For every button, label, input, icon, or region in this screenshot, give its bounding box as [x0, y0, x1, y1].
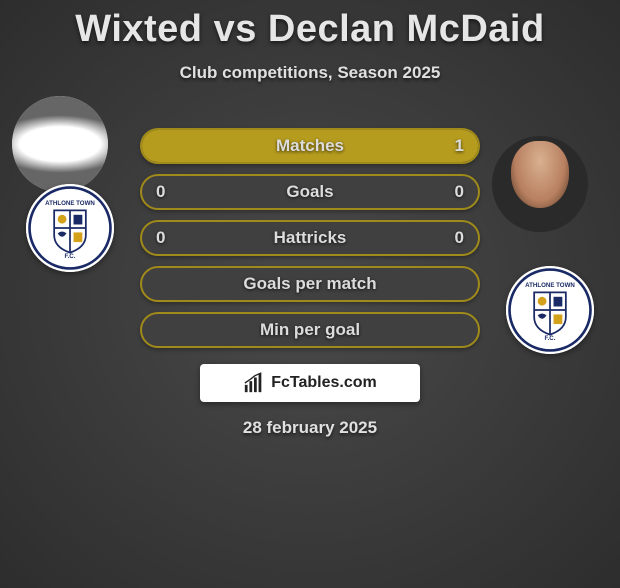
- attribution-text: FcTables.com: [271, 374, 377, 392]
- stat-row: 1Matches: [140, 128, 480, 164]
- chart-icon: [243, 372, 265, 394]
- stat-value-left: 0: [156, 182, 165, 202]
- stat-row: Min per goal: [140, 312, 480, 348]
- page-title: Wixted vs Declan McDaid: [0, 8, 620, 51]
- svg-text:ATHLONE TOWN: ATHLONE TOWN: [525, 282, 575, 289]
- stat-row: Goals per match: [140, 266, 480, 302]
- subtitle: Club competitions, Season 2025: [0, 63, 620, 83]
- stat-label: Hattricks: [142, 228, 478, 248]
- stat-label: Goals per match: [142, 274, 478, 294]
- stat-value-right: 1: [455, 136, 464, 156]
- stat-label: Min per goal: [142, 320, 478, 340]
- club-badge-left: ATHLONE TOWN F.C.: [26, 184, 114, 272]
- stat-value-right: 0: [455, 182, 464, 202]
- club-badge-right: ATHLONE TOWN F.C.: [506, 266, 594, 354]
- date-text: 28 february 2025: [0, 418, 620, 438]
- stats-container: 1Matches00Goals00HattricksGoals per matc…: [140, 128, 480, 358]
- player-right-avatar: [492, 136, 588, 232]
- stat-value-right: 0: [455, 228, 464, 248]
- stat-row: 0 0Hattricks: [140, 220, 480, 256]
- svg-text:F.C.: F.C.: [545, 335, 556, 342]
- svg-text:ATHLONE TOWN: ATHLONE TOWN: [45, 200, 95, 207]
- shield-icon: ATHLONE TOWN F.C.: [506, 266, 594, 354]
- stat-value-left: 0: [156, 228, 165, 248]
- attribution-badge: FcTables.com: [200, 364, 420, 402]
- svg-text:F.C.: F.C.: [65, 253, 76, 260]
- stat-label: Goals: [142, 182, 478, 202]
- stat-fill-right: [142, 130, 478, 162]
- stat-row: 0 0Goals: [140, 174, 480, 210]
- shield-icon: ATHLONE TOWN F.C.: [26, 184, 114, 272]
- player-left-avatar: [12, 96, 108, 192]
